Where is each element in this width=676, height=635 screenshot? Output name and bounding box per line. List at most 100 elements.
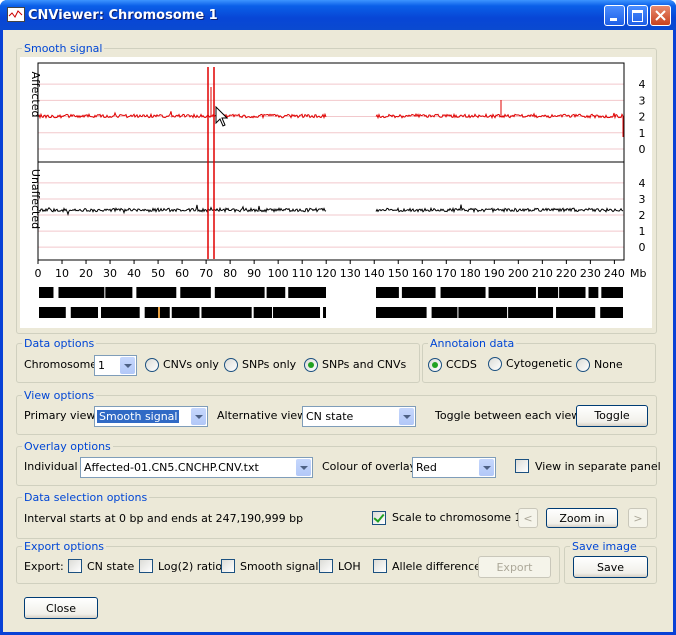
- annotation-block: [39, 287, 54, 298]
- label: Alternative view: [217, 409, 307, 422]
- track-label: Unaffected: [29, 169, 42, 229]
- save-button[interactable]: Save: [573, 556, 648, 578]
- y-tick-label: 3: [639, 94, 646, 107]
- signal-trace: [375, 204, 624, 214]
- x-tick-label: 170: [436, 267, 457, 280]
- radio[interactable]: [576, 358, 590, 372]
- checkbox[interactable]: [372, 511, 386, 525]
- x-tick-label: 190: [484, 267, 505, 280]
- checkbox[interactable]: [139, 559, 153, 573]
- x-tick-label: 160: [412, 267, 433, 280]
- signal-trace: [375, 112, 624, 120]
- annotation-block: [201, 307, 252, 318]
- x-unit: Mb: [630, 267, 646, 280]
- label: Toggle between each view: [435, 409, 581, 422]
- x-tick-label: 130: [340, 267, 361, 280]
- annotation-block: [488, 287, 536, 298]
- y-tick-label: 2: [639, 111, 646, 124]
- select-value: Affected-01.CN5.CNCHP.CNV.txt: [84, 461, 259, 474]
- x-tick-label: 230: [580, 267, 601, 280]
- close-button[interactable]: Close: [24, 597, 98, 619]
- colour-select[interactable]: Red: [412, 457, 496, 478]
- radio[interactable]: [304, 358, 318, 372]
- annotation-block: [559, 287, 586, 298]
- group-legend: Data selection options: [22, 491, 150, 504]
- label: Primary view: [24, 409, 96, 422]
- minimize-button[interactable]: [604, 5, 625, 26]
- toggle-button[interactable]: Toggle: [576, 405, 648, 427]
- x-tick-label: 140: [364, 267, 385, 280]
- annotation-mark: [158, 307, 160, 318]
- y-tick-label: 2: [639, 209, 646, 222]
- annotation-block: [556, 307, 596, 318]
- select-value: Smooth signal: [97, 410, 180, 423]
- checkbox-label: LOH: [338, 560, 361, 573]
- annotation-block: [458, 307, 508, 318]
- signal-group: [16, 48, 657, 334]
- x-tick-label: 210: [532, 267, 553, 280]
- x-tick-label: 90: [247, 267, 261, 280]
- export-options-group: [16, 546, 560, 584]
- primary-view-select[interactable]: Smooth signal: [94, 406, 208, 427]
- radio-label: None: [594, 358, 623, 371]
- annotation-block: [101, 307, 140, 318]
- annotation-block: [440, 287, 486, 298]
- chromosome-select[interactable]: 1: [94, 355, 137, 376]
- group-legend: Annotaion data: [428, 337, 517, 350]
- radio-label: CNVs only: [163, 358, 219, 371]
- label: Export:: [24, 560, 64, 573]
- y-tick-label: 1: [639, 225, 646, 238]
- checkbox[interactable]: [221, 559, 235, 573]
- mouse-cursor: [215, 105, 229, 127]
- checkbox-label: Scale to chromosome 1: [392, 511, 522, 524]
- y-tick-label: 0: [639, 241, 646, 254]
- annotation-block: [171, 307, 200, 318]
- previous-button[interactable]: <: [518, 508, 538, 528]
- annotation-block: [136, 287, 177, 298]
- checkbox[interactable]: [68, 559, 82, 573]
- next-button[interactable]: >: [628, 508, 648, 528]
- x-tick-label: 200: [508, 267, 529, 280]
- alternative-view-select[interactable]: CN state: [302, 406, 416, 427]
- data-options-group: [16, 343, 420, 383]
- annotation-block: [376, 307, 427, 318]
- track-label: Affected: [29, 72, 42, 118]
- app-icon: [7, 7, 25, 22]
- x-tick-label: 30: [103, 267, 117, 280]
- y-tick-label: 0: [639, 143, 646, 156]
- annotation-block: [180, 287, 211, 298]
- checkbox-label: Allele difference: [392, 560, 481, 573]
- annotation-block: [323, 307, 326, 318]
- export-button[interactable]: Export: [478, 556, 551, 578]
- annotation-block: [58, 287, 105, 298]
- annotation-block: [537, 287, 559, 298]
- x-tick-label: 10: [55, 267, 69, 280]
- group-legend: Overlay options: [22, 440, 113, 453]
- group-legend: Smooth signal: [22, 42, 105, 55]
- y-tick-label: 4: [639, 78, 646, 91]
- overlay-options-group: [16, 446, 657, 486]
- radio[interactable]: [145, 358, 159, 372]
- x-tick-label: 40: [127, 267, 141, 280]
- y-tick-label: 1: [639, 127, 646, 140]
- maximize-button[interactable]: [627, 5, 648, 26]
- checkbox[interactable]: [319, 559, 333, 573]
- annotation-block: [253, 307, 273, 318]
- x-tick-label: 60: [175, 267, 189, 280]
- checkbox[interactable]: [515, 459, 529, 473]
- signal-plot: 0 1 2 3 4 Affected 0 1 2 3 4 Unaffected 0 10 20 30 40 50 6…: [20, 57, 652, 328]
- close-window-button[interactable]: [650, 5, 671, 26]
- zoom-in-button[interactable]: Zoom in: [546, 508, 618, 528]
- radio[interactable]: [428, 358, 442, 372]
- annotation-block: [266, 287, 286, 298]
- view-options-group: [16, 395, 657, 435]
- x-tick-label: 120: [316, 267, 337, 280]
- checkbox[interactable]: [373, 559, 387, 573]
- individual-select[interactable]: Affected-01.CN5.CNCHP.CNV.txt: [80, 457, 313, 478]
- x-tick-label: 180: [460, 267, 481, 280]
- radio[interactable]: [224, 358, 238, 372]
- title-bar: CNViewer: Chromosome 1: [0, 0, 676, 30]
- select-value: 1: [98, 359, 105, 372]
- annotation-block: [288, 287, 326, 298]
- radio[interactable]: [488, 357, 502, 371]
